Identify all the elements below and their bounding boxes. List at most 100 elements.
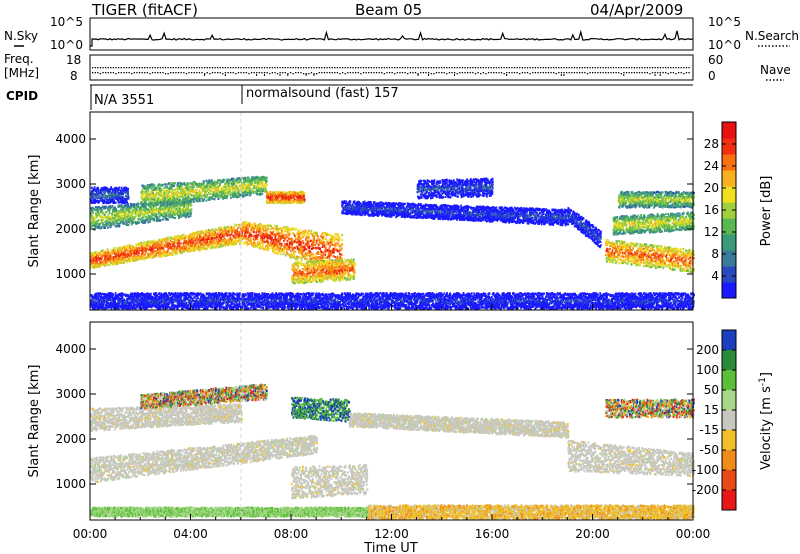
scatter-cell <box>311 234 314 237</box>
scatter-cell <box>279 248 282 251</box>
scatter-cell <box>108 252 111 255</box>
scatter-cell <box>174 250 177 253</box>
scatter-cell <box>312 243 315 246</box>
scatter-cell <box>304 246 306 250</box>
scatter-cell <box>124 256 127 259</box>
scatter-cell <box>311 262 313 265</box>
scatter-cell <box>291 265 294 268</box>
scatter-cell <box>296 278 298 281</box>
nave-point <box>287 73 289 75</box>
scatter-cell <box>190 203 193 206</box>
scatter-cell <box>99 264 102 267</box>
nave-point <box>417 73 419 75</box>
scatter-cell <box>205 244 207 247</box>
scatter-cell <box>106 248 109 251</box>
scatter-cell <box>245 235 248 238</box>
nave-point <box>99 73 102 75</box>
nave-point <box>321 72 323 74</box>
nave-point <box>563 72 565 74</box>
scatter-cell <box>332 279 335 282</box>
scatter-cell <box>324 273 326 276</box>
scatter-cell <box>336 275 339 278</box>
scatter-cell <box>212 246 215 249</box>
scatter-cell <box>97 226 100 229</box>
frequency-point <box>683 67 685 69</box>
frequency-point <box>326 67 328 69</box>
frequency-point <box>253 67 255 69</box>
scatter-cell <box>303 233 306 236</box>
scatter-cell <box>216 229 219 232</box>
scatter-cell <box>194 232 197 235</box>
scatter-cell <box>115 251 117 254</box>
scatter-cell <box>152 205 155 208</box>
scatter-cell <box>103 217 106 220</box>
nave-point <box>123 72 125 74</box>
scatter-cell <box>263 241 265 244</box>
frequency-point <box>526 67 529 69</box>
frequency-point <box>568 67 570 69</box>
nave-point <box>263 74 265 76</box>
scatter-cell <box>140 246 143 249</box>
scatter-cell <box>123 261 125 264</box>
scatter-cell <box>109 253 112 256</box>
scatter-cell <box>294 256 297 259</box>
scatter-cell <box>288 242 291 245</box>
scatter-cell <box>299 252 301 255</box>
scatter-cell <box>312 268 315 271</box>
scatter-cell <box>215 228 217 231</box>
scatter-cell <box>114 261 117 264</box>
scatter-cell <box>116 261 119 264</box>
scatter-cell <box>117 254 119 257</box>
scatter-cell <box>328 274 330 277</box>
nave-point <box>498 72 500 74</box>
nave-point <box>430 73 432 75</box>
scatter-cell <box>260 229 262 232</box>
scatter-cell <box>320 242 322 245</box>
scatter-cell <box>327 239 329 242</box>
scatter-cell <box>193 236 196 239</box>
scatter-cell <box>160 191 163 194</box>
nave-point <box>428 72 430 74</box>
scatter-cell <box>101 209 103 212</box>
scatter-cell <box>270 225 272 228</box>
frequency-point <box>422 67 425 69</box>
scatter-cell <box>300 264 303 267</box>
nave-point <box>487 72 490 74</box>
nave-point <box>378 72 380 74</box>
scatter-cell <box>101 222 104 225</box>
scatter-cell <box>276 233 278 236</box>
nave-point <box>128 72 130 74</box>
scatter-cell <box>267 227 270 231</box>
scatter-cell <box>103 224 106 227</box>
scatter-cell <box>277 240 280 243</box>
scatter-cell <box>93 208 96 212</box>
scatter-cell <box>165 254 168 257</box>
scatter-cell <box>232 227 234 230</box>
nave-point <box>506 74 508 76</box>
nave-point <box>185 73 188 75</box>
nave-point <box>263 72 266 74</box>
scatter-cell <box>317 250 320 253</box>
nave-point <box>638 72 641 74</box>
scatter-cell <box>217 246 220 249</box>
scatter-cell <box>220 237 222 240</box>
scatter-cell <box>302 249 304 252</box>
scatter-cell <box>292 252 295 255</box>
scatter-cell <box>197 230 200 233</box>
nave-point <box>305 73 307 75</box>
scatter-cell <box>293 266 296 269</box>
scatter-cell <box>114 255 117 258</box>
scatter-cell <box>222 235 224 238</box>
scatter-cell <box>277 227 280 230</box>
scatter-cell <box>183 250 186 253</box>
nave-point <box>539 72 542 74</box>
scatter-cell <box>123 206 126 209</box>
frequency-point <box>636 67 638 69</box>
scatter-cell <box>228 240 231 243</box>
scatter-cell <box>128 251 131 254</box>
scatter-cell <box>226 240 229 243</box>
scatter-cell <box>178 242 181 245</box>
frequency-point <box>237 67 240 69</box>
scatter-cell <box>254 243 257 246</box>
nave-point <box>105 72 107 74</box>
